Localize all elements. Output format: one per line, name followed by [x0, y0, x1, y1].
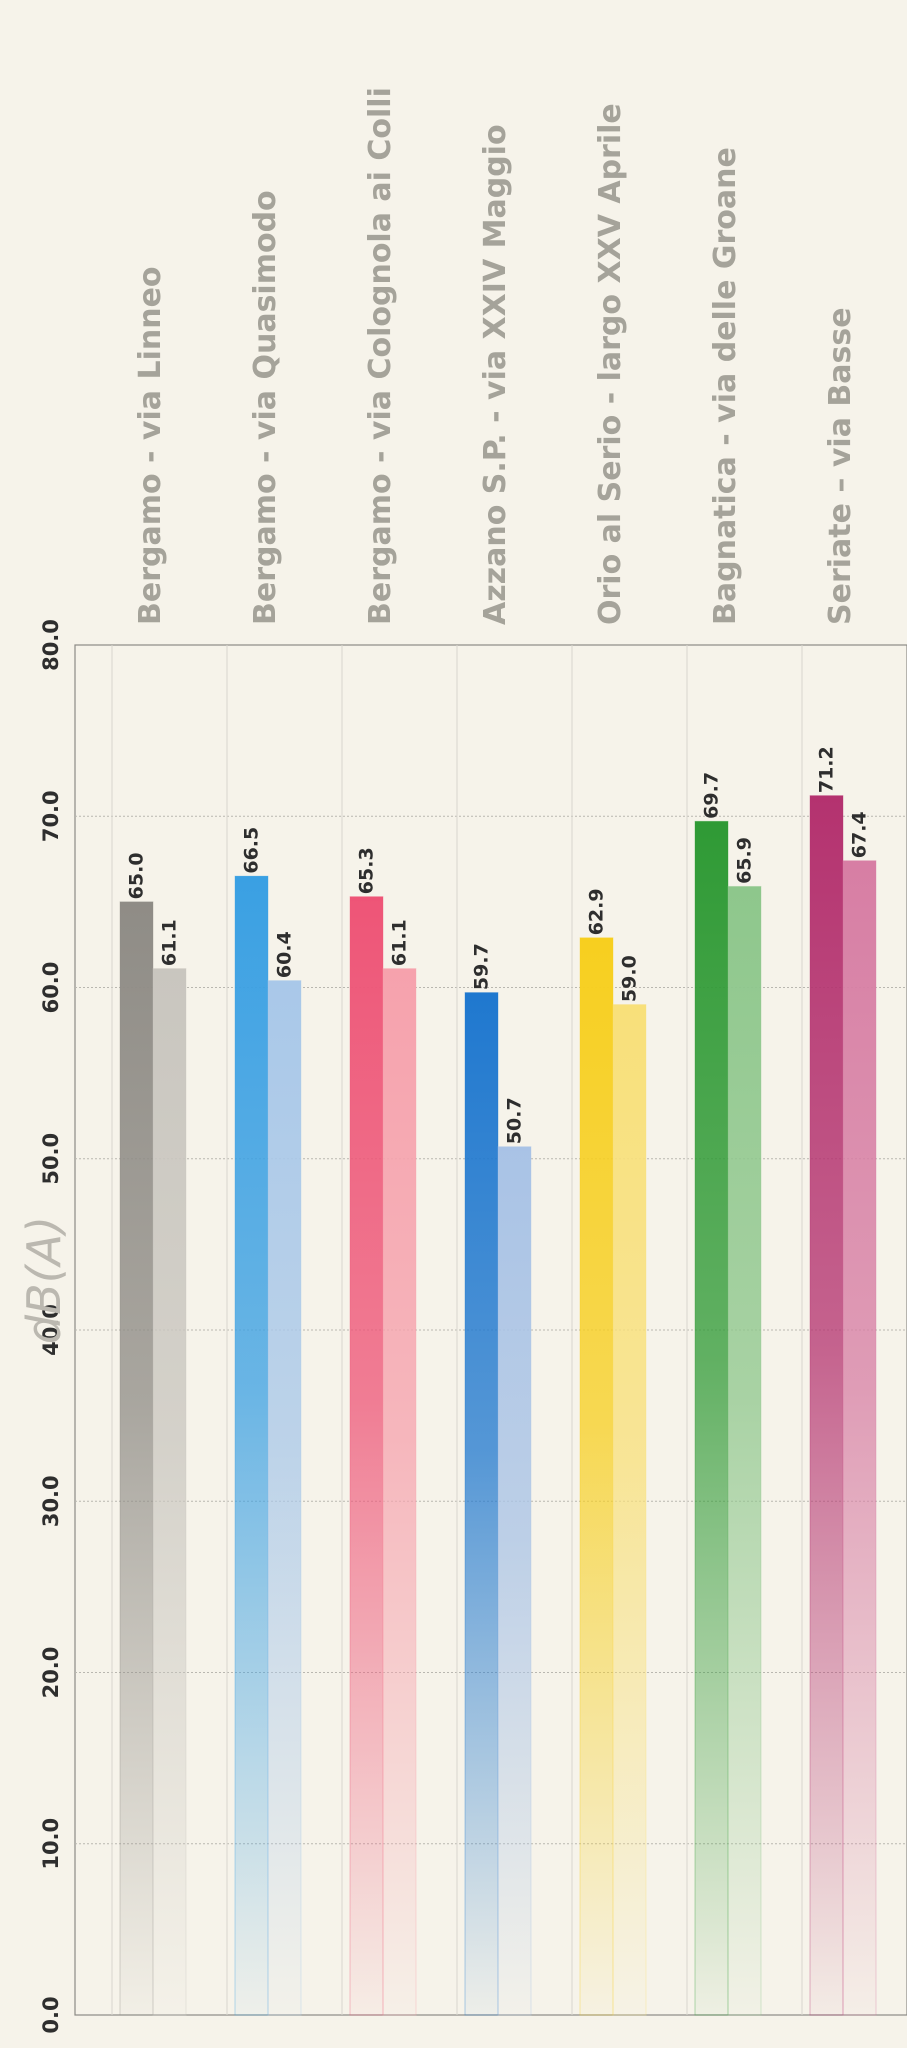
y-tick-label: 0.0: [39, 1996, 63, 2033]
bar: [464, 992, 499, 2016]
y-tick-label: 80.0: [39, 619, 63, 671]
bar: [497, 1146, 532, 2016]
bar-cap: [268, 980, 301, 985]
bar: [579, 937, 614, 2016]
y-tick-label: 20.0: [39, 1647, 63, 1699]
bar-cap: [580, 937, 613, 942]
bar: [119, 901, 154, 2016]
bar: [612, 1004, 647, 2016]
bar-cap: [153, 968, 186, 973]
value-label: 59.0: [619, 955, 641, 1002]
value-label: 59.7: [471, 943, 493, 990]
bar-cap: [613, 1004, 646, 1009]
bar: [809, 795, 844, 2016]
category-label: Orio al Serio - largo XXV Aprile: [593, 103, 628, 625]
category-label: Bergamo - via Quasimodo: [248, 190, 283, 625]
y-tick-label: 40.0: [39, 1304, 63, 1356]
y-axis-label: dB(A): [17, 1216, 71, 1344]
category-label: Bergamo - via Colognola ai Colli: [363, 87, 398, 625]
bar-cap: [120, 901, 153, 906]
bar: [842, 860, 877, 2016]
value-label: 61.1: [159, 919, 181, 966]
value-label: 50.7: [504, 1097, 526, 1144]
category-label: Azzano S.P. - via XXIV Maggio: [478, 124, 513, 625]
bar-cap: [810, 795, 843, 800]
bar: [727, 885, 762, 2016]
y-tick-label: 10.0: [39, 1818, 63, 1870]
value-label: 66.5: [241, 827, 263, 874]
bar-cap: [465, 992, 498, 997]
value-label: 65.0: [126, 852, 148, 899]
y-tick-label: 60.0: [39, 962, 63, 1014]
category-label: Bergamo - via Linneo: [133, 266, 168, 625]
category-label: Seriate – via Basse: [823, 307, 858, 625]
category-label: Bagnatica - via delle Groane: [708, 147, 743, 625]
y-tick-label: 50.0: [39, 1133, 63, 1185]
bar: [694, 820, 729, 2016]
y-tick-label: 30.0: [39, 1475, 63, 1527]
bar: [267, 980, 302, 2016]
value-label: 71.2: [816, 746, 838, 793]
value-label: 65.9: [734, 837, 756, 884]
bar-cap: [843, 860, 876, 865]
bar: [349, 896, 384, 2016]
value-label: 61.1: [389, 919, 411, 966]
bar-cap: [383, 968, 416, 973]
y-tick-label: 70.0: [39, 790, 63, 842]
bar: [382, 968, 417, 2016]
bar-cap: [498, 1146, 531, 1151]
bar: [152, 968, 187, 2016]
bar: [234, 875, 269, 2016]
value-label: 67.4: [849, 811, 871, 858]
bar-cap: [235, 876, 268, 881]
value-label: 62.9: [586, 888, 608, 935]
value-label: 69.7: [701, 772, 723, 819]
bar-cap: [350, 896, 383, 901]
bar-cap: [695, 821, 728, 826]
value-label: 60.4: [274, 931, 296, 978]
value-label: 65.3: [356, 847, 378, 894]
bar-cap: [728, 886, 761, 891]
